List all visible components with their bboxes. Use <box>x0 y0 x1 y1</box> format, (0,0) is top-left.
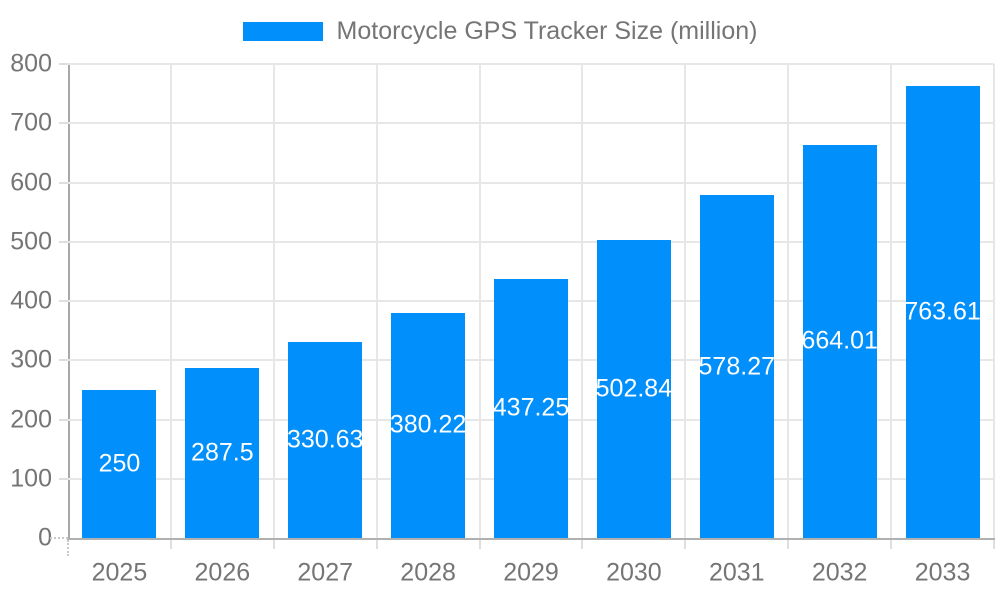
y-tick-mark <box>50 537 68 539</box>
x-tick-label: 2028 <box>400 558 456 587</box>
y-tick-mark <box>59 181 68 184</box>
bar-value-label: 578.27 <box>698 352 775 381</box>
legend-swatch-icon <box>242 21 323 41</box>
legend-label: Motorcycle GPS Tracker Size (million) <box>336 16 758 45</box>
bar-value-label: 664.01 <box>801 326 878 355</box>
bar-2033[interactable]: 763.61 <box>904 85 981 538</box>
legend[interactable]: Motorcycle GPS Tracker Size (million) <box>0 17 1000 45</box>
bar-value-label: 437.25 <box>492 393 570 422</box>
plot-area: 250 287.5 330.63 380.22 437.25 502.84 578.27 66… <box>68 63 995 538</box>
x-tick-mark <box>993 540 995 549</box>
x-tick-label: 2025 <box>91 558 148 587</box>
y-tick-label: 600 <box>10 168 52 196</box>
y-tick-label: 500 <box>10 227 52 256</box>
bar-value-label: 380.22 <box>389 410 467 439</box>
v-gridline <box>787 64 790 538</box>
x-tick-mark <box>272 540 275 549</box>
x-tick-label: 2033 <box>914 558 971 587</box>
h-gridline <box>68 240 994 243</box>
h-gridline <box>68 122 994 125</box>
x-tick-label: 2032 <box>811 558 868 587</box>
bar-2026[interactable]: 287.5 <box>185 367 260 538</box>
v-gridline <box>581 64 584 538</box>
bar-2027[interactable]: 330.63 <box>286 342 364 538</box>
h-gridline <box>68 181 994 184</box>
y-tick-label: 400 <box>10 286 52 315</box>
bar-value-label: 502.84 <box>595 374 673 403</box>
y-axis-line <box>68 64 70 540</box>
bar-value-label: 250 <box>98 449 141 478</box>
bar-value-label: 287.5 <box>191 438 254 467</box>
y-tick-label: 800 <box>10 49 52 78</box>
x-tick-label: 2029 <box>503 558 559 587</box>
x-tick-label: 2027 <box>297 558 354 587</box>
x-tick-label: 2030 <box>606 558 662 587</box>
y-tick-mark <box>59 63 68 65</box>
x-tick-mark <box>890 540 893 549</box>
x-tick-mark <box>581 540 584 549</box>
v-gridline <box>684 64 687 538</box>
bar-value-label: 330.63 <box>286 425 364 454</box>
bar-2030[interactable]: 502.84 <box>595 240 673 538</box>
x-tick-mark <box>169 540 172 549</box>
x-tick-mark <box>684 540 687 549</box>
y-tick-mark <box>59 300 68 302</box>
y-tick-mark <box>59 418 68 421</box>
x-axis-line <box>67 538 995 540</box>
y-tick-label: 300 <box>10 345 52 374</box>
y-tick-mark <box>59 477 68 480</box>
bar-2032[interactable]: 664.01 <box>801 144 878 538</box>
bar-2031[interactable]: 578.27 <box>698 195 775 538</box>
x-tick-mark <box>375 540 378 549</box>
y-tick-label: 0 <box>38 523 52 552</box>
v-gridline <box>272 64 275 538</box>
x-tick-mark <box>787 540 790 549</box>
bar-2028[interactable]: 380.22 <box>389 312 467 538</box>
bar-2025[interactable]: 250 <box>82 389 157 538</box>
x-tick-mark <box>478 540 481 549</box>
v-gridline <box>890 64 893 538</box>
y-tick-mark <box>59 359 68 362</box>
v-gridline <box>993 64 995 538</box>
h-gridline <box>68 63 994 65</box>
y-tick-label: 200 <box>10 405 52 433</box>
y-tick-mark <box>59 240 68 243</box>
y-tick-label: 700 <box>10 108 52 137</box>
x-tick-mark <box>67 540 69 556</box>
y-tick-label: 100 <box>10 464 52 493</box>
x-tick-label: 2031 <box>708 558 765 587</box>
bar-2029[interactable]: 437.25 <box>492 278 570 538</box>
v-gridline <box>478 64 481 538</box>
x-tick-label: 2026 <box>194 558 251 587</box>
v-gridline <box>375 64 378 538</box>
bar-value-label: 763.61 <box>904 297 981 326</box>
v-gridline <box>169 64 172 538</box>
y-tick-mark <box>59 122 68 125</box>
